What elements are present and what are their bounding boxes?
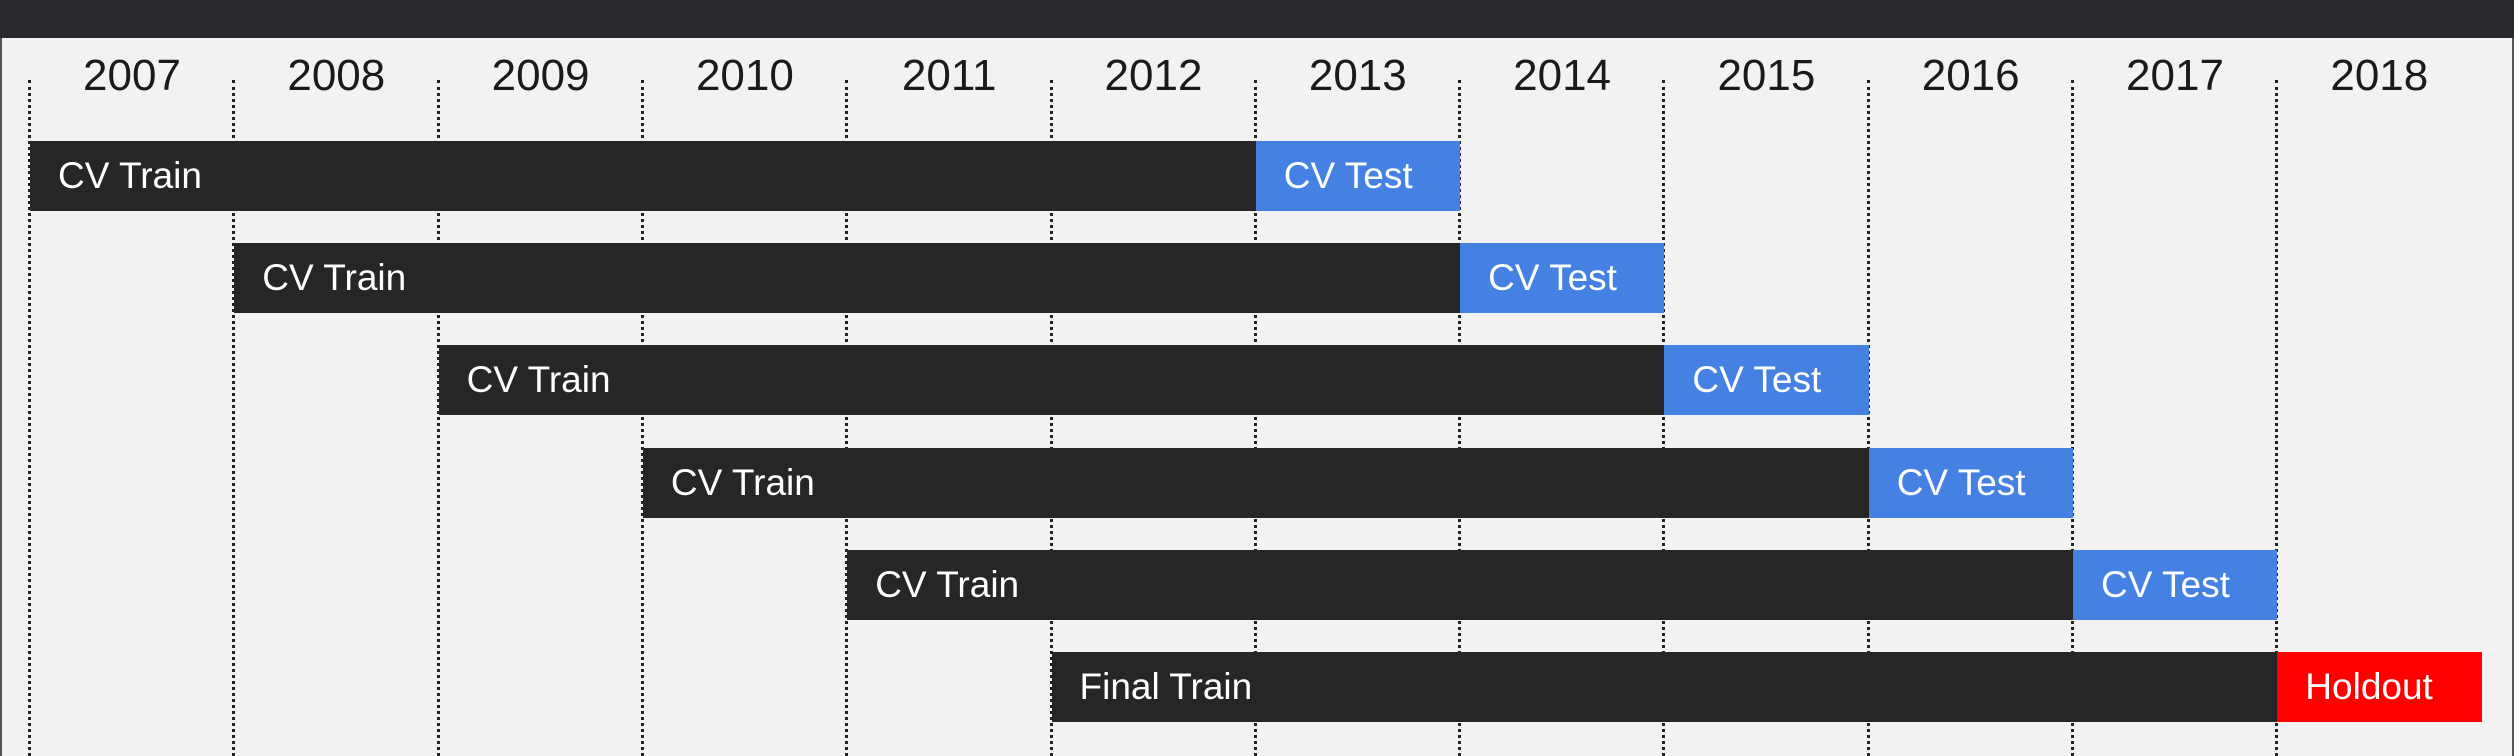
year-divider	[2071, 80, 2074, 756]
year-divider	[1662, 80, 1666, 756]
train-bar: CV Train	[847, 549, 2073, 620]
year-divider	[1458, 80, 1462, 756]
year-label-2007: 2007	[83, 51, 181, 100]
year-divider	[1253, 80, 1257, 756]
year-label-2011: 2011	[901, 51, 997, 100]
year-divider	[640, 80, 644, 756]
year-label-2012: 2012	[1104, 51, 1203, 100]
year-label-2017: 2017	[2126, 51, 2224, 100]
right-border	[2512, 38, 2514, 756]
window-top-bar	[0, 0, 2514, 38]
train-bar: CV Train	[642, 447, 1869, 518]
year-label-2014: 2014	[1513, 51, 1612, 100]
year-label-2016: 2016	[1921, 51, 2020, 100]
year-label-2008: 2008	[287, 51, 386, 100]
train-bar: CV Train	[234, 243, 1461, 314]
year-divider	[2275, 80, 2279, 756]
year-label-2009: 2009	[491, 51, 590, 100]
year-label-2010: 2010	[695, 51, 794, 100]
year-divider	[436, 80, 440, 756]
year-label-2015: 2015	[1717, 51, 1816, 100]
train-bar: CV Train	[30, 141, 1256, 211]
test-bar: CV Test	[1664, 345, 1869, 416]
test-bar: CV Test	[2073, 549, 2278, 620]
test-bar: CV Test	[1255, 141, 1461, 211]
year-divider	[1049, 80, 1053, 756]
train-bar: CV Train	[438, 345, 1665, 416]
year-divider	[232, 80, 236, 756]
train-bar: Final Train	[1051, 652, 2278, 722]
holdout-bar: Holdout	[2277, 652, 2482, 722]
year-divider	[28, 80, 31, 756]
year-label-2018: 2018	[2330, 51, 2429, 100]
test-bar: CV Test	[1868, 447, 2073, 518]
year-divider	[845, 80, 849, 756]
year-divider	[1866, 80, 1870, 756]
year-label-2013: 2013	[1308, 51, 1407, 100]
left-border	[0, 38, 2, 756]
test-bar: CV Test	[1460, 243, 1665, 314]
